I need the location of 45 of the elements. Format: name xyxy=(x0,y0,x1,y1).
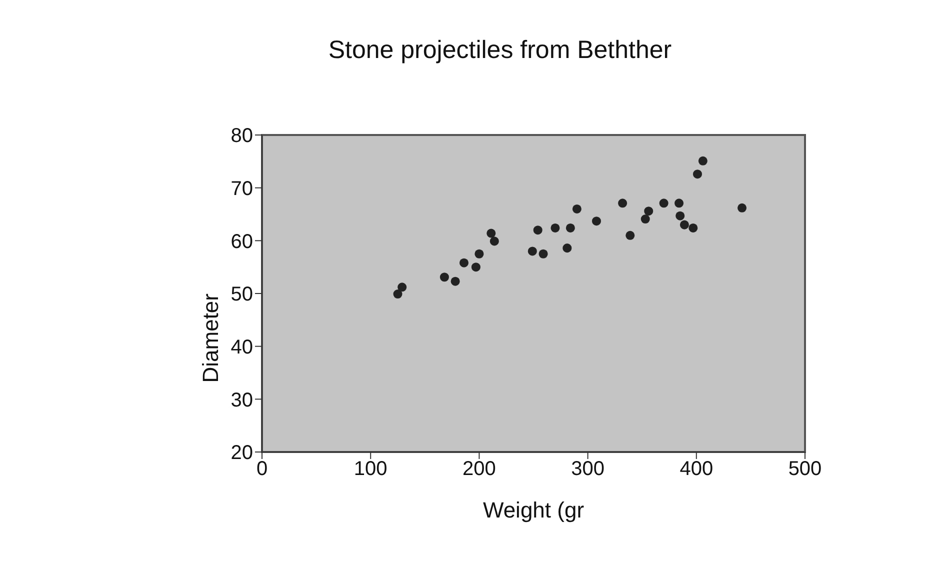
x-tick-label: 300 xyxy=(571,458,604,480)
x-tick-label: 100 xyxy=(354,458,388,480)
point xyxy=(698,156,708,166)
point xyxy=(550,223,560,232)
point xyxy=(572,204,582,214)
y-axis-title: Diameter xyxy=(198,294,223,383)
point xyxy=(592,216,601,226)
y-tick-label: 30 xyxy=(230,389,253,412)
y-tick-label: 70 xyxy=(230,178,253,200)
point xyxy=(738,203,747,212)
point xyxy=(644,206,654,216)
point xyxy=(674,198,684,208)
point xyxy=(393,290,402,299)
y-tick-label: 80 xyxy=(230,125,253,148)
point xyxy=(566,223,575,232)
point xyxy=(626,230,635,240)
point xyxy=(474,249,484,258)
point xyxy=(562,244,572,253)
x-tick-label: 200 xyxy=(462,458,496,480)
point xyxy=(676,211,685,220)
y-tick-label: 60 xyxy=(230,230,253,253)
point xyxy=(538,249,548,258)
point xyxy=(450,276,460,286)
x-tick-label: 500 xyxy=(788,458,822,480)
point xyxy=(490,236,499,246)
point xyxy=(692,170,702,179)
x-tick-label: 0 xyxy=(256,458,268,480)
y-tick-label: 50 xyxy=(230,284,253,306)
point xyxy=(528,246,537,256)
point xyxy=(459,258,469,268)
chart-title: Stone projectiles from Bethther xyxy=(328,36,672,64)
point xyxy=(398,282,407,292)
x-tick-label: 400 xyxy=(680,458,714,480)
point xyxy=(486,228,496,238)
point xyxy=(618,198,628,208)
y-tick-label: 20 xyxy=(230,442,253,464)
point xyxy=(688,223,698,232)
x-axis-title: Weight (gr xyxy=(482,498,584,523)
point xyxy=(533,226,542,235)
point xyxy=(659,198,668,208)
point xyxy=(440,272,449,282)
y-tick-label: 40 xyxy=(230,336,253,358)
point xyxy=(680,220,689,230)
point xyxy=(471,262,480,272)
point xyxy=(640,214,650,224)
